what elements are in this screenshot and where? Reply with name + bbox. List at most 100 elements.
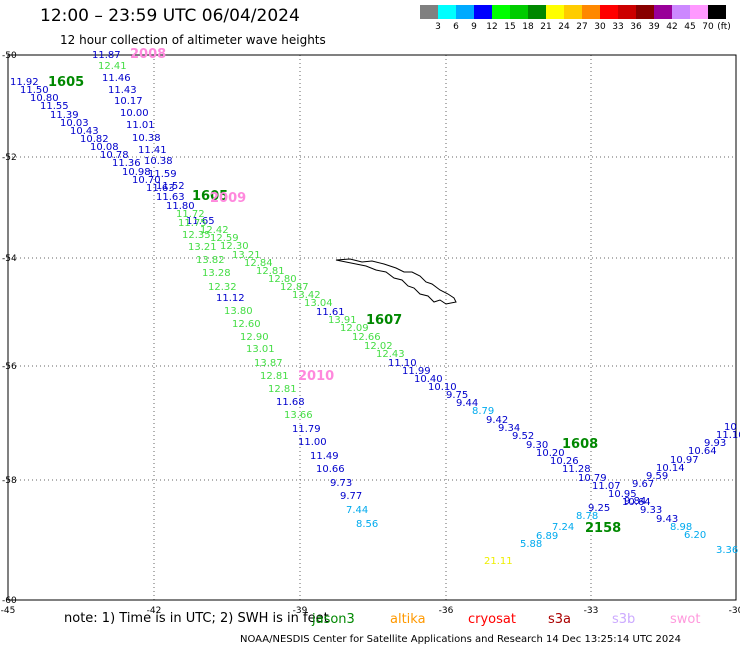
satellite-legend-item: altika — [390, 612, 426, 627]
color-swatch — [438, 5, 456, 19]
wave-height-value: 10 — [724, 422, 737, 433]
color-swatch — [474, 5, 492, 19]
wave-height-value: 10.64 — [688, 446, 717, 457]
satellite-legend-item: cryosat — [468, 612, 516, 627]
map-title: 12:00 – 23:59 UTC 06/04/2024 — [40, 6, 300, 26]
color-scale-label: 70 — [702, 22, 714, 32]
wave-height-value: 10.64 — [622, 497, 651, 508]
longitude-axis: -45 -42 -39 -36 -33 -30 — [1, 606, 740, 616]
wave-height-value: 10.26 — [550, 456, 579, 467]
color-swatch — [708, 5, 726, 19]
wave-height-value: 12.43 — [376, 349, 405, 360]
wave-height-value: 9.59 — [646, 471, 668, 482]
wave-height-value: 10.78 — [100, 150, 129, 161]
wave-height-value: 12.90 — [240, 332, 269, 343]
color-swatch — [456, 5, 474, 19]
wave-height-value: 11.68 — [276, 397, 305, 408]
wave-height-value: 10.43 — [70, 126, 99, 137]
wave-height-value: 11.39 — [50, 110, 79, 121]
wave-height-value: 9.34 — [498, 423, 520, 434]
color-swatch — [492, 5, 510, 19]
wave-height-value: 13.04 — [304, 298, 333, 309]
latitude-tick-label: -54 — [2, 254, 17, 264]
color-scale-label: 9 — [471, 22, 477, 32]
wave-height-value: 10.79 — [578, 473, 607, 484]
wave-height-value: 9.25 — [588, 503, 610, 514]
satellite-legend-item: s3a — [548, 612, 572, 627]
color-scale-label: 27 — [576, 22, 588, 32]
pass-time-label: 2008 — [130, 47, 166, 62]
wave-height-value: 12.35 — [182, 230, 211, 241]
pass-time-label: 2009 — [210, 191, 246, 206]
wave-height-value: 13.28 — [202, 268, 231, 279]
latitude-tick-label: -60 — [2, 596, 17, 606]
wave-height-value: 11.01 — [126, 120, 155, 131]
wave-height-value: 13.42 — [292, 290, 321, 301]
wave-height-value: 11.80 — [166, 201, 195, 212]
wave-height-value: 10.80 — [30, 93, 59, 104]
latitude-axis: -50 -52 -54 -56 -58 -60 — [2, 51, 17, 606]
wave-height-value: 9.77 — [340, 491, 362, 502]
satellite-legend-item: s3b — [612, 612, 636, 627]
wave-height-value: 11.07 — [592, 481, 621, 492]
wave-height-value: 12.84 — [244, 258, 273, 269]
wave-height-value: 11.49 — [310, 451, 339, 462]
wave-height-value: 11.99 — [402, 366, 431, 377]
color-scale-label: 33 — [612, 22, 624, 32]
wave-height-value: 11.55 — [40, 101, 69, 112]
wave-height-value: 10.82 — [80, 134, 109, 145]
wave-height-value: 12.66 — [352, 332, 381, 343]
color-swatch — [690, 5, 708, 19]
wave-height-value: 9.93 — [704, 438, 726, 449]
wave-height-value: 11.92 — [10, 77, 39, 88]
wave-height-value: 9.67 — [632, 479, 654, 490]
satellite-legend-item: jason3 — [312, 612, 355, 627]
wave-height-value: 11.46 — [102, 73, 131, 84]
wave-height-value: 10.17 — [114, 96, 143, 107]
color-scale-label: 21 — [540, 22, 552, 32]
wave-height-value: 8.56 — [356, 519, 378, 530]
longitude-tick-label: -39 — [293, 606, 308, 616]
credit-line: NOAA/NESDIS Center for Satellite Applica… — [240, 634, 682, 645]
wave-height-value: 10.08 — [90, 142, 119, 153]
wave-height-value: 7.24 — [552, 522, 574, 533]
wave-height-value: 11.72 — [176, 209, 205, 220]
wave-height-value: 11.43 — [108, 85, 137, 96]
wave-height-value: 3.36 — [716, 545, 738, 556]
wave-height-value: 10.95 — [608, 489, 637, 500]
wave-height-value: 10.98 — [122, 167, 151, 178]
pass-time-label: 2158 — [585, 521, 621, 536]
wave-height-value: 11.59 — [148, 169, 177, 180]
color-scale-label: 45 — [684, 22, 696, 32]
wave-height-value: 13.91 — [328, 315, 357, 326]
wave-height-value: 12.81 — [256, 266, 285, 277]
wave-height-value: 10.20 — [536, 448, 565, 459]
wave-height-value: 6.20 — [684, 530, 706, 541]
color-scale-label: 24 — [558, 22, 570, 32]
wave-height-value: 12.60 — [232, 319, 261, 330]
pass-time-label: 2010 — [298, 369, 334, 384]
color-swatch — [618, 5, 636, 19]
map-subtitle: 12 hour collection of altimeter wave hei… — [60, 33, 326, 47]
wave-height-value: 12.81 — [268, 384, 297, 395]
longitude-tick-label: -42 — [147, 606, 162, 616]
color-swatch — [654, 5, 672, 19]
latitude-tick-label: -58 — [2, 476, 17, 486]
wave-height-value: 11.79 — [292, 424, 321, 435]
wave-height-value: 12.87 — [280, 282, 309, 293]
wave-height-value: 9.52 — [512, 431, 534, 442]
satellite-legend-item: swot — [670, 612, 701, 627]
color-swatch — [420, 5, 438, 19]
color-scale-label: 30 — [594, 22, 606, 32]
wave-height-value: 9.75 — [446, 390, 468, 401]
wave-height-value: 11.36 — [112, 158, 141, 169]
wave-height-value: 11.12 — [216, 293, 245, 304]
wave-height-value: 10.38 — [144, 156, 173, 167]
wave-height-value: 11.63 — [156, 192, 185, 203]
wave-height-value: 13.66 — [284, 410, 313, 421]
south-georgia-island — [335, 258, 457, 305]
wave-height-value: 11.50 — [20, 85, 49, 96]
